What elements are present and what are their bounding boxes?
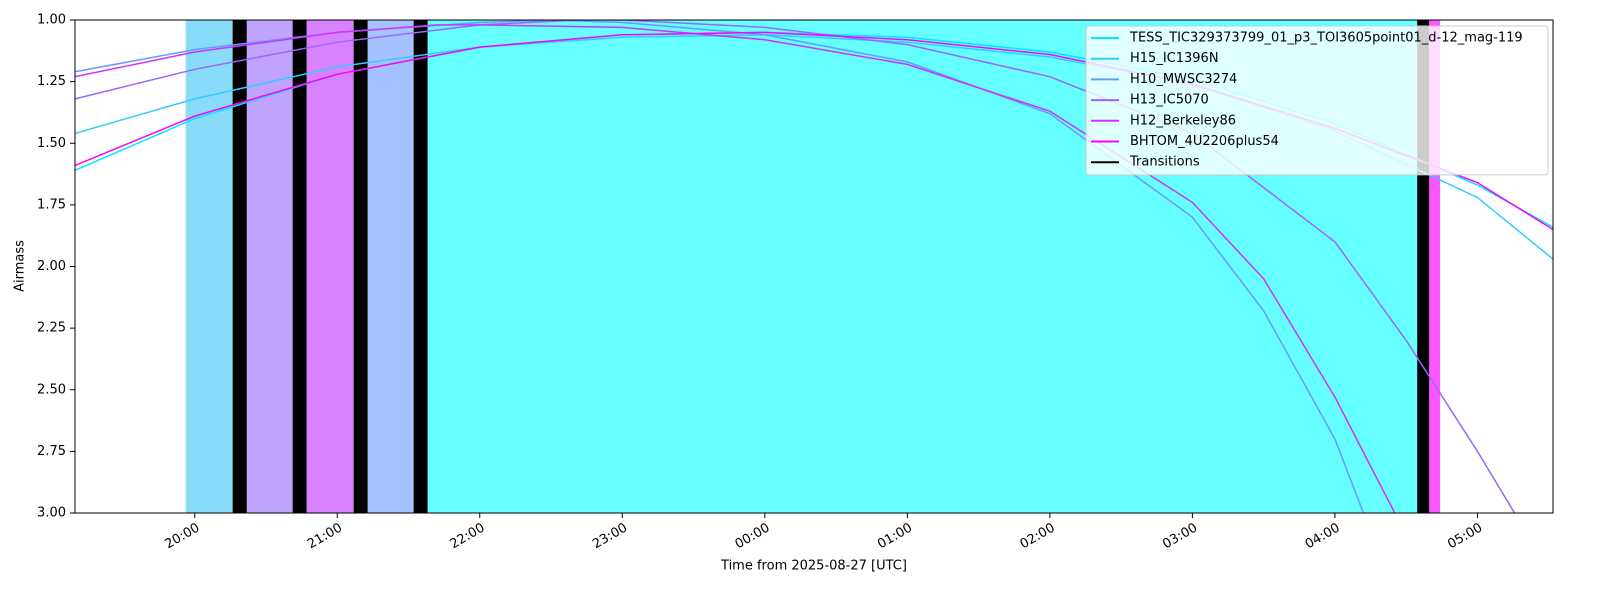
legend-label: H10_MWSC3274 — [1130, 72, 1237, 87]
x-tick-label: 20:00 — [163, 521, 203, 553]
transition-span — [1417, 20, 1430, 513]
airmass-line — [75, 24, 1396, 513]
legend-label: Transitions — [1129, 155, 1200, 170]
legend-label: H15_IC1396N — [1130, 51, 1219, 66]
y-tick-label: 1.00 — [37, 13, 66, 28]
y-tick-label: 1.75 — [37, 197, 66, 212]
x-tick-label: 22:00 — [448, 521, 488, 553]
y-tick-label: 1.50 — [37, 136, 66, 151]
legend-box — [1085, 25, 1549, 176]
legend-label: TESS_TIC329373799_01_p3_TOI3605point01_d… — [1129, 31, 1523, 46]
y-tick-label: 1.25 — [37, 74, 66, 89]
y-tick-label: 3.00 — [37, 506, 66, 521]
x-tick-label: 02:00 — [1018, 521, 1058, 553]
legend-label: BHTOM_4U2206plus54 — [1130, 134, 1279, 149]
transition-span — [292, 20, 307, 513]
target-span — [246, 20, 293, 513]
x-tick-label: 03:00 — [1160, 521, 1200, 553]
y-tick-label: 2.75 — [37, 444, 66, 459]
target-span — [306, 20, 354, 513]
x-tick-label: 05:00 — [1445, 521, 1485, 553]
y-tick-label: 2.00 — [37, 259, 66, 274]
target-span — [1429, 20, 1441, 513]
transition-span — [232, 20, 247, 513]
y-tick-label: 2.25 — [37, 321, 66, 336]
x-tick-label: 00:00 — [733, 521, 773, 553]
x-axis-label: Time from 2025-08-27 [UTC] — [720, 559, 907, 574]
target-span — [185, 20, 233, 513]
x-tick-label: 04:00 — [1303, 521, 1343, 553]
legend-label: H12_Berkeley86 — [1130, 113, 1236, 128]
transition-span — [353, 20, 368, 513]
transition-span — [413, 20, 428, 513]
y-axis-label: Airmass — [13, 240, 28, 292]
x-tick-label: 01:00 — [875, 521, 915, 553]
target-span — [367, 20, 414, 513]
legend-label: H13_IC5070 — [1130, 93, 1209, 108]
plot-area — [75, 20, 1553, 513]
y-tick-label: 2.50 — [37, 382, 66, 397]
x-tick-label: 21:00 — [305, 521, 345, 553]
x-tick-label: 23:00 — [590, 521, 630, 553]
